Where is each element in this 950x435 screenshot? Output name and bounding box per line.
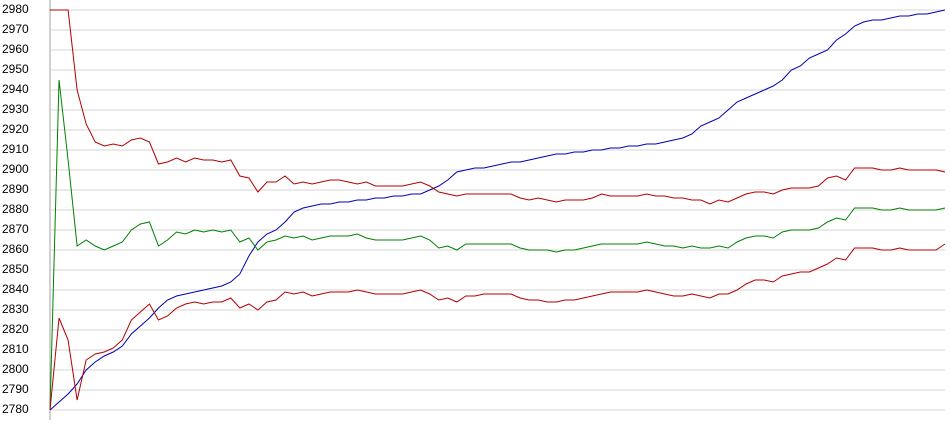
y-tick-label: 2870 (2, 222, 29, 236)
series-line (50, 9, 946, 205)
series-line (49, 79, 946, 411)
y-tick-label: 2890 (2, 182, 29, 196)
y-tick-label: 2910 (2, 142, 29, 156)
y-tick-label: 2930 (2, 102, 29, 116)
series-line (49, 9, 946, 411)
y-tick-label: 2980 (2, 2, 29, 16)
y-tick-label: 2880 (2, 202, 29, 216)
y-tick-label: 2970 (2, 22, 29, 36)
y-tick-label: 2920 (2, 122, 29, 136)
y-tick-label: 2790 (2, 382, 29, 396)
y-tick-label: 2820 (2, 322, 29, 336)
y-tick-label: 2780 (2, 402, 29, 416)
y-tick-label: 2830 (2, 302, 29, 316)
y-tick-label: 2850 (2, 262, 29, 276)
y-tick-label: 2940 (2, 82, 29, 96)
y-tick-label: 2840 (2, 282, 29, 296)
series-line (49, 243, 946, 411)
y-tick-label: 2900 (2, 162, 29, 176)
y-tick-label: 2950 (2, 62, 29, 76)
y-tick-label: 2800 (2, 362, 29, 376)
y-tick-label: 2810 (2, 342, 29, 356)
y-tick-label: 2860 (2, 242, 29, 256)
y-tick-label: 2960 (2, 42, 29, 56)
